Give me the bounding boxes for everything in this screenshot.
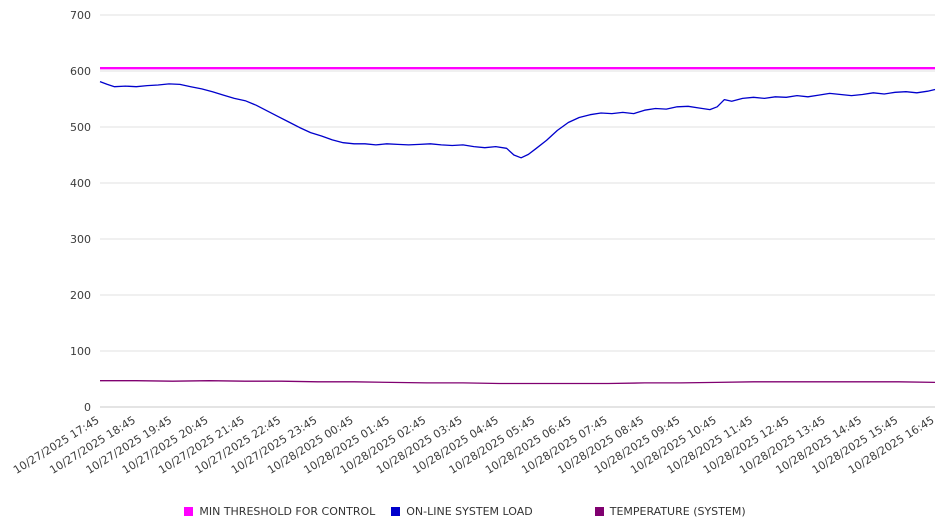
series-line-on-line-system-load	[99, 80, 936, 159]
series-line-temperature-system	[100, 380, 936, 385]
legend-item-min-threshold-for-control[interactable]: MIN THRESHOLD FOR CONTROL	[184, 505, 375, 518]
legend-item-temperature-system[interactable]: TEMPERATURE (SYSTEM)	[594, 505, 746, 518]
legend-swatch-icon	[184, 507, 194, 516]
y-tick-label: 500	[70, 121, 91, 134]
legend-label: ON-LINE SYSTEM LOAD	[406, 505, 533, 518]
legend-item-on-line-system-load[interactable]: ON-LINE SYSTEM LOAD	[391, 505, 533, 518]
y-tick-label: 0	[84, 401, 91, 414]
y-tick-label: 400	[70, 177, 91, 190]
y-tick-label: 200	[70, 289, 91, 302]
legend-label: MIN THRESHOLD FOR CONTROL	[199, 505, 376, 518]
y-tick-label: 100	[70, 345, 91, 358]
legend-swatch-icon	[594, 507, 604, 516]
y-tick-label: 300	[70, 233, 91, 246]
y-tick-label: 700	[70, 9, 91, 22]
legend-label: TEMPERATURE (SYSTEM)	[609, 505, 746, 518]
legend-swatch-icon	[391, 507, 401, 516]
chart-legend: MIN THRESHOLD FOR CONTROL ON-LINE SYSTEM …	[0, 505, 946, 518]
y-tick-label: 600	[70, 65, 91, 78]
